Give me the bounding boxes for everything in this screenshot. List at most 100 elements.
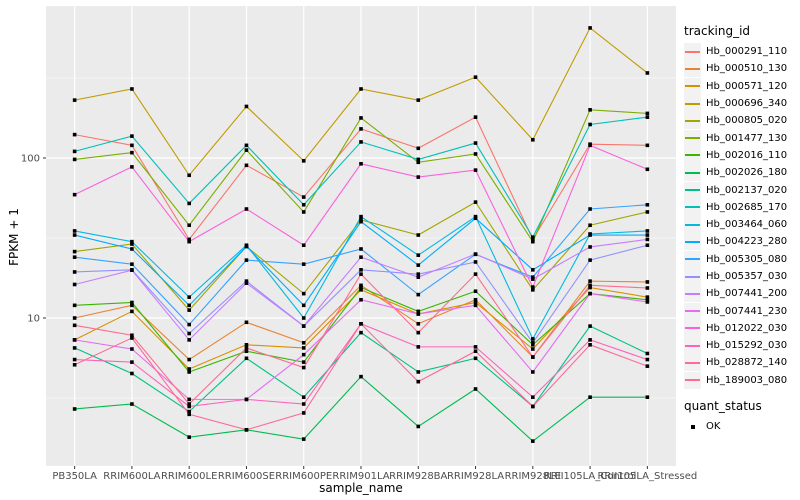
data-point — [244, 143, 249, 148]
data-point — [645, 115, 650, 119]
legend-label: Hb_000696_340 — [706, 98, 788, 110]
data-point — [588, 342, 592, 347]
data-point — [72, 229, 77, 233]
legend-label: Hb_028872_140 — [706, 357, 788, 369]
data-point — [244, 349, 249, 354]
quant-status-legend-rows: OK — [684, 418, 800, 436]
data-point — [130, 165, 134, 169]
legend-key-line-icon — [684, 319, 701, 337]
data-point — [187, 308, 191, 312]
legend-item-Hb_000805_020: Hb_000805_020 — [684, 112, 800, 130]
legend-key-line-icon — [684, 354, 701, 372]
legend-item-Hb_007441_230: Hb_007441_230 — [684, 302, 800, 320]
data-point — [130, 371, 134, 376]
data-point — [244, 428, 249, 432]
data-point — [72, 270, 77, 274]
data-point — [301, 243, 306, 248]
data-point — [531, 285, 535, 289]
data-point — [130, 268, 134, 272]
legend-label: Hb_005357_030 — [706, 271, 788, 282]
data-point — [588, 285, 592, 290]
data-point — [531, 370, 535, 374]
data-point — [473, 252, 478, 256]
data-point — [473, 75, 478, 79]
data-point — [359, 219, 363, 224]
data-point — [645, 364, 650, 368]
data-point — [187, 402, 191, 406]
data-point — [130, 360, 134, 364]
data-point — [130, 143, 134, 148]
data-point — [130, 309, 134, 314]
data-point — [531, 395, 535, 399]
legend-key-line-icon — [684, 146, 701, 164]
legend-key-line-icon — [684, 302, 701, 320]
legend-item-Hb_003464_060: Hb_003464_060 — [684, 216, 800, 234]
data-point — [531, 342, 535, 347]
x-tick-label: RRIM600LE — [161, 471, 217, 482]
legend-item-Hb_000571_120: Hb_000571_120 — [684, 77, 800, 95]
data-point — [645, 300, 650, 304]
data-point — [588, 395, 592, 399]
data-point — [531, 239, 535, 244]
data-point — [244, 104, 249, 109]
data-point — [645, 237, 650, 242]
data-point — [473, 168, 478, 172]
data-point — [588, 324, 592, 328]
legend-key-line-icon — [684, 268, 701, 285]
data-point — [187, 357, 191, 362]
data-point — [588, 108, 592, 112]
data-point — [359, 288, 363, 292]
data-point — [416, 175, 421, 179]
data-point — [130, 333, 134, 338]
y-tick-label: 100 — [21, 154, 40, 165]
data-point — [359, 285, 363, 290]
data-point — [130, 242, 134, 246]
data-point — [72, 98, 77, 102]
data-point — [301, 159, 306, 163]
data-point — [645, 295, 650, 299]
data-point — [416, 292, 421, 297]
y-tick-label: 10 — [27, 314, 40, 325]
data-point — [187, 338, 191, 342]
legend-item-Hb_000510_130: Hb_000510_130 — [684, 60, 800, 78]
data-point — [301, 303, 306, 308]
data-point — [359, 321, 363, 326]
legend-key-line-icon — [684, 181, 701, 199]
data-point — [130, 347, 134, 351]
legend-label: Hb_003464_060 — [706, 219, 788, 231]
x-tick-label: PB350LA — [52, 471, 97, 482]
data-point — [359, 127, 363, 131]
data-point — [187, 201, 191, 206]
data-point — [244, 356, 249, 361]
data-point — [130, 150, 134, 155]
data-point — [531, 137, 535, 142]
data-point — [244, 346, 249, 350]
data-point — [72, 255, 77, 259]
data-point — [473, 200, 478, 204]
legend-key-line-icon — [684, 198, 701, 216]
data-point — [416, 263, 421, 267]
legend-item-Hb_000291_110: Hb_000291_110 — [684, 43, 800, 61]
legend-label: Hb_002137_020 — [706, 184, 788, 196]
data-point — [359, 161, 363, 166]
data-point — [301, 395, 306, 399]
data-point — [588, 258, 592, 262]
data-point — [187, 173, 191, 178]
data-point — [359, 330, 363, 335]
y-axis-title: FPKM + 1 — [7, 208, 21, 266]
data-point — [301, 202, 306, 207]
data-point — [72, 192, 77, 197]
data-point — [588, 338, 592, 342]
data-point — [130, 239, 134, 244]
data-point — [473, 289, 478, 294]
x-tick-label: RRIM600PE — [275, 471, 332, 482]
data-point — [187, 409, 191, 414]
data-point — [645, 167, 650, 172]
data-point — [588, 291, 592, 296]
legend-label: OK — [706, 421, 721, 433]
data-point — [72, 303, 77, 308]
legend-item-Hb_005305_080: Hb_005305_080 — [684, 250, 800, 268]
data-point — [359, 116, 363, 120]
data-point — [588, 26, 592, 30]
data-point — [531, 347, 535, 351]
